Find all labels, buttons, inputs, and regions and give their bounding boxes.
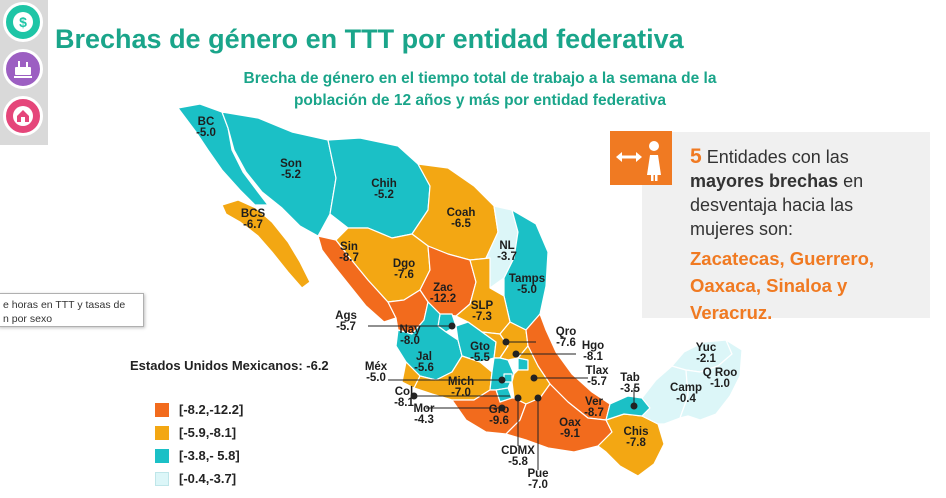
label-slp: SLP -7.3 (470, 300, 494, 323)
label-tlax: Tlax -5.7 (585, 365, 609, 388)
legend-swatch (155, 425, 169, 440)
hover-tooltip: e horas en TTT y tasas de n por sexo (0, 293, 144, 327)
callout-text: 5 Entidades con las mayores brechas en d… (690, 145, 920, 326)
label-coah: Coah -6.5 (446, 207, 476, 230)
legend-item: [-0.4,-3.7] (155, 467, 243, 490)
side-icon-strip: $ (0, 0, 48, 145)
dot-tlax (530, 374, 538, 382)
label-hgo: Hgo -8.1 (581, 340, 605, 363)
tooltip-line-1: e horas en TTT y tasas de (3, 299, 126, 311)
label-chih: Chih -5.2 (371, 178, 397, 201)
home-care-icon[interactable] (3, 96, 43, 136)
label-ags: Ags -5.7 (335, 310, 357, 333)
label-cdmx: CDMX -5.8 (501, 445, 535, 468)
label-chis: Chis -7.8 (623, 426, 649, 449)
legend-label: [-8.2,-12.2] (179, 402, 244, 417)
label-camp: Camp -0.4 (670, 382, 702, 405)
label-bc: BC -5.0 (196, 116, 216, 139)
callout-number: 5 (690, 145, 702, 168)
callout-text-strong: mayores brechas (690, 171, 839, 191)
dot-mor (498, 404, 506, 412)
gender-gap-icon (610, 131, 672, 185)
state-bcs[interactable] (221, 199, 311, 289)
label-mor: Mor -4.3 (413, 403, 435, 426)
label-yuc: Yuc -2.1 (695, 342, 717, 365)
state-qroo[interactable] (679, 339, 743, 421)
label-nl: NL -3.7 (497, 240, 517, 263)
label-sin: Sin -8.7 (339, 241, 359, 264)
legend-label: [-3.8,- 5.8] (179, 448, 240, 463)
label-zac: Zac -12.2 (429, 282, 457, 305)
legend-item: [-8.2,-12.2] (155, 398, 243, 421)
label-son: Son -5.2 (280, 158, 302, 181)
label-pue: Pue -7.0 (527, 468, 549, 491)
label-tab: Tab -3.5 (620, 372, 640, 395)
label-nay: Nay -8.0 (399, 324, 421, 347)
dot-ags (448, 322, 456, 330)
label-oax: Oax -9.1 (559, 417, 581, 440)
national-value: Estados Unidos Mexicanos: -6.2 (130, 358, 329, 373)
page-title: Brechas de género en TTT por entidad fed… (55, 24, 684, 54)
label-tamps: Tamps -5.0 (508, 273, 546, 296)
dot-cdmx (514, 394, 522, 402)
callout-states: Zacatecas, Guerrero, Oaxaca, Sinaloa y V… (690, 248, 875, 323)
label-mex: Méx -5.0 (364, 361, 388, 384)
label-dgo: Dgo -7.6 (392, 258, 416, 281)
dot-mex (498, 376, 506, 384)
legend-item: [-5.9,-8.1] (155, 421, 243, 444)
subtitle-line-1: Brecha de género en el tiempo total de t… (243, 70, 717, 87)
svg-text:$: $ (19, 14, 27, 30)
legend-label: [-5.9,-8.1] (179, 425, 237, 440)
map-legend: [-8.2,-12.2] [-5.9,-8.1] [-3.8,- 5.8] [-… (155, 398, 243, 490)
legend-item: [-3.8,- 5.8] (155, 444, 243, 467)
label-qro: Qro -7.6 (555, 326, 577, 349)
tooltip-line-2: n por sexo (3, 313, 53, 325)
label-jal: Jal -5.6 (414, 351, 434, 374)
label-mich: Mich -7.0 (447, 376, 475, 399)
dot-hgo (512, 350, 520, 358)
legend-swatch (155, 448, 169, 463)
subtitle-line-2: población de 12 años y más por entidad f… (293, 92, 667, 109)
label-col: Col -8.1 (394, 386, 414, 409)
state-gro[interactable] (451, 389, 527, 435)
dot-tab (630, 402, 638, 410)
dot-col (410, 392, 418, 400)
legend-swatch (155, 402, 169, 417)
callout-panel (642, 132, 930, 318)
label-bcs: BCS -6.7 (240, 208, 266, 231)
dot-pue (534, 394, 542, 402)
state-son[interactable] (221, 111, 337, 237)
label-gto: Gto -5.5 (470, 341, 490, 364)
legend-label: [-0.4,-3.7] (179, 471, 237, 486)
legend-swatch (155, 471, 169, 486)
callout-text-a: Entidades con las (701, 147, 849, 167)
dollar-icon[interactable]: $ (3, 2, 43, 42)
label-ver: Ver -8.7 (584, 396, 604, 419)
callout-text-b: en desventaja hacia las mujeres son: (690, 171, 864, 239)
map-subtitle: Brecha de género en el tiempo total de t… (180, 68, 780, 112)
dot-qro (502, 338, 510, 346)
label-qroo: Q Roo -1.0 (702, 367, 738, 390)
household-cleaning-icon[interactable] (3, 49, 43, 89)
label-gro: Gro -9.6 (488, 404, 510, 427)
